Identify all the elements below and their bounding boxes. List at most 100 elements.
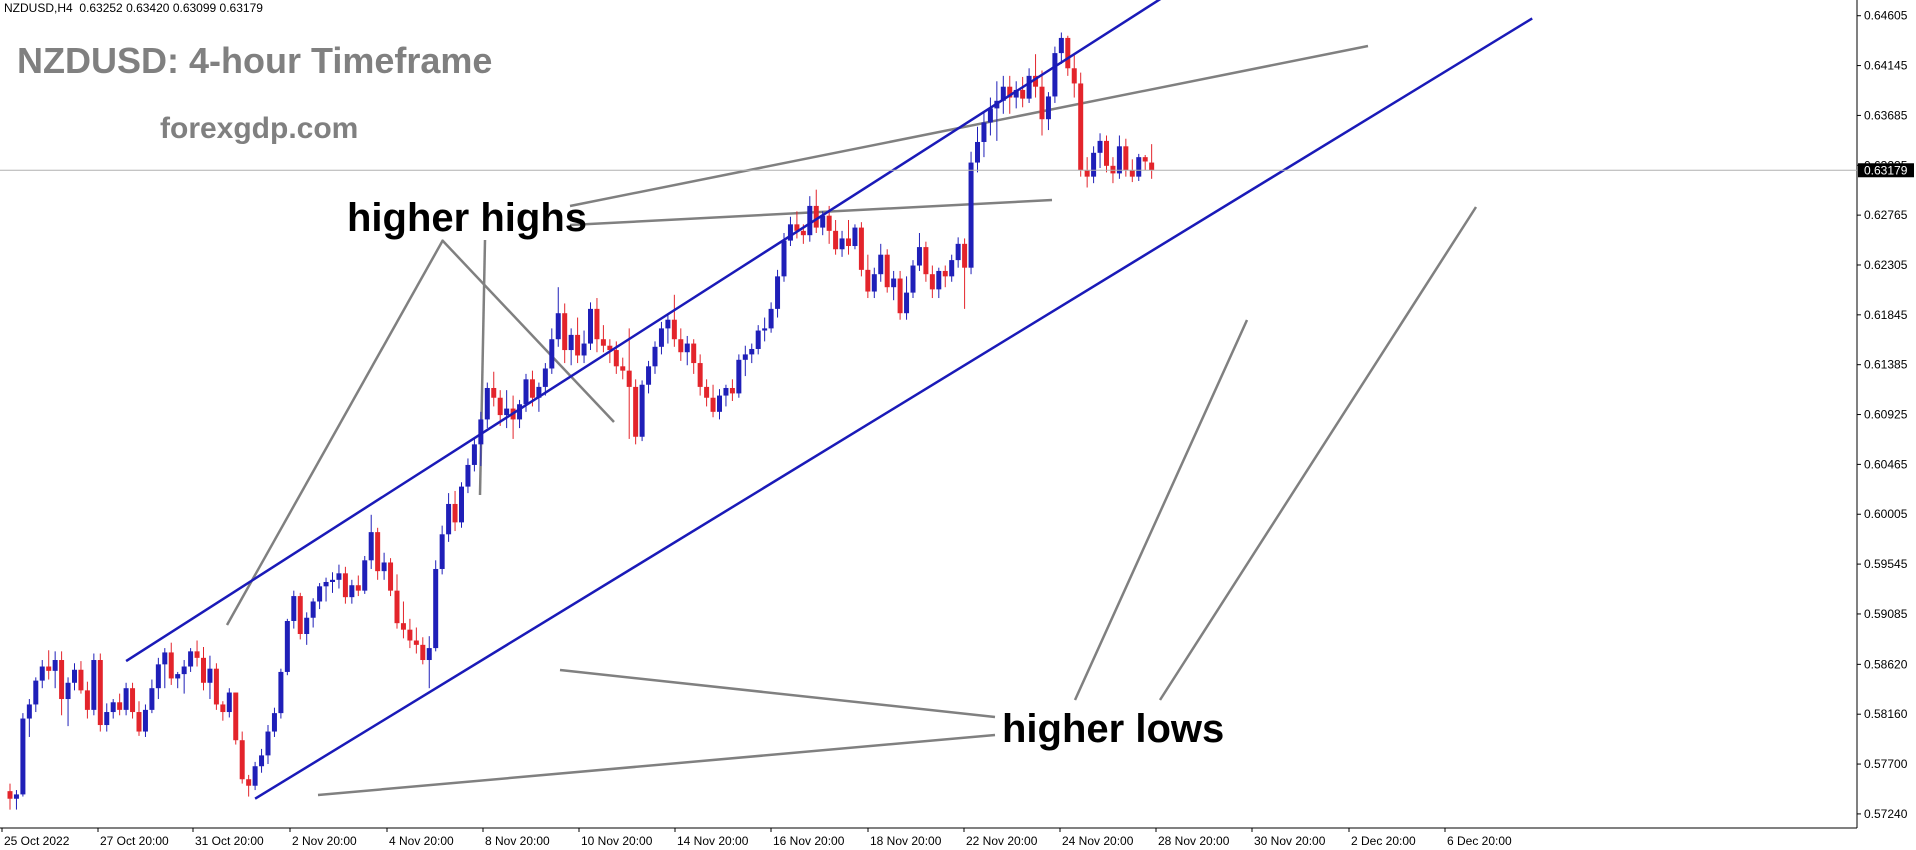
candle-body <box>110 702 116 713</box>
candle-body <box>459 486 464 523</box>
candle-body <box>762 328 768 331</box>
candle-body <box>787 224 793 241</box>
close-value: 0.63179 <box>219 1 263 15</box>
candle-body <box>955 243 961 261</box>
candle-body <box>626 370 632 387</box>
candle-body <box>1045 96 1051 120</box>
candle-body <box>678 339 684 353</box>
candle-body <box>768 308 774 329</box>
candle-body <box>1142 157 1148 162</box>
candle-body <box>149 688 155 710</box>
candle-body <box>201 657 206 683</box>
candle-body <box>1129 170 1135 177</box>
candle-body <box>78 669 84 691</box>
higher-highs-pointer <box>569 44 1369 208</box>
candle-body <box>7 791 13 799</box>
price-tick-label: 0.63685 <box>1864 108 1908 122</box>
candle-body <box>194 651 200 658</box>
price-tick-label: 0.57240 <box>1864 807 1908 821</box>
candle-body <box>671 319 677 340</box>
candle-body <box>465 464 471 487</box>
candle-body <box>633 386 639 437</box>
candle-body <box>1091 152 1097 177</box>
candle-body <box>188 651 194 667</box>
candle-body <box>1104 140 1109 166</box>
candle-body <box>536 386 542 398</box>
candle-body <box>981 122 987 142</box>
candle-body <box>342 573 348 598</box>
candle-body <box>684 343 690 353</box>
candle-body <box>252 766 258 786</box>
candle-body <box>362 560 368 591</box>
candle-body <box>117 702 123 710</box>
open-value: 0.63252 <box>79 1 123 15</box>
website-watermark: forexgdp.com <box>160 112 359 145</box>
candle-body <box>884 254 890 288</box>
candle-body <box>439 534 445 569</box>
candle-body <box>710 397 716 412</box>
price-tick-label: 0.60005 <box>1864 507 1908 521</box>
candle-body <box>46 666 52 671</box>
candle-body <box>84 690 90 710</box>
price-tick-label: 0.60465 <box>1864 457 1908 471</box>
candle-body <box>123 688 129 710</box>
higher-lows-pointer <box>317 733 996 797</box>
candle-body <box>594 308 600 340</box>
price-tick-label: 0.64145 <box>1864 59 1908 73</box>
candle-body <box>910 265 916 293</box>
candle-body <box>975 141 980 163</box>
symbol-label: NZDUSD,H4 <box>4 1 73 15</box>
candle-body <box>278 671 284 714</box>
candle-body <box>375 532 381 572</box>
candle-body <box>1058 37 1064 54</box>
candle-body <box>923 247 929 275</box>
time-tick-label: 16 Nov 20:00 <box>773 834 845 848</box>
candle-body <box>781 240 787 277</box>
candle-body <box>1084 170 1090 177</box>
candle-body <box>600 339 606 346</box>
candle-body <box>291 596 297 621</box>
candle-body <box>239 740 245 780</box>
candle-body <box>323 581 329 587</box>
candle-body <box>833 230 839 250</box>
candle-body <box>1013 89 1019 98</box>
candle-body <box>1097 140 1103 153</box>
candle-body <box>213 668 219 705</box>
candle-body <box>426 648 432 661</box>
chart-title: NZDUSD: 4-hour Timeframe <box>17 40 493 81</box>
low-value: 0.63099 <box>172 1 217 15</box>
candle-body <box>72 669 77 683</box>
candle-body <box>394 590 400 624</box>
price-tick-label: 0.57700 <box>1864 757 1908 771</box>
candle-body <box>491 387 497 398</box>
candle-body <box>813 205 819 228</box>
candle-body <box>858 227 864 270</box>
candle-body <box>259 755 265 767</box>
candle-body <box>388 562 394 591</box>
candle-body <box>736 359 742 394</box>
candle-body <box>704 386 710 398</box>
candle-body <box>755 330 761 349</box>
time-tick-label: 6 Dec 20:00 <box>1447 834 1512 848</box>
current-price-label: 0.63179 <box>1864 163 1908 177</box>
candle-body <box>336 573 342 580</box>
higher-highs-label: higher highs <box>347 196 587 240</box>
higher-highs-pointer <box>441 239 615 423</box>
candle-body <box>484 387 490 420</box>
candle-body <box>413 640 419 645</box>
candle-body <box>697 363 703 387</box>
candle-body <box>220 704 226 713</box>
candle-body <box>317 586 323 602</box>
candle-body <box>420 644 426 661</box>
price-tick-label: 0.60925 <box>1864 408 1908 422</box>
candle-body <box>555 313 561 340</box>
candle-body <box>800 230 806 236</box>
candle-body <box>581 343 587 356</box>
candle-body <box>658 328 664 347</box>
upper-channel-line <box>125 0 1162 663</box>
candle-body <box>39 666 45 681</box>
candle-body <box>26 704 32 719</box>
candle-body <box>233 692 239 741</box>
candle-body <box>878 254 884 275</box>
